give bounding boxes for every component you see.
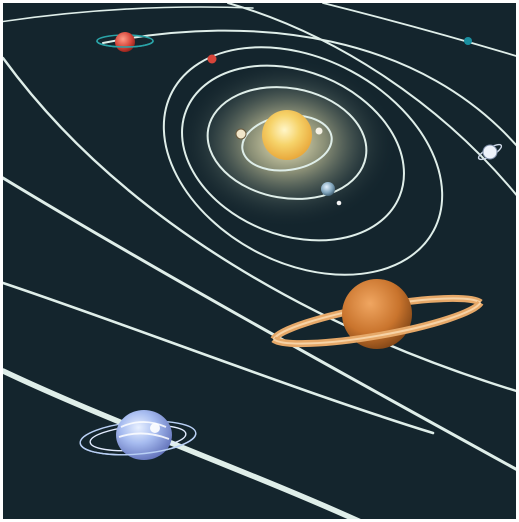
planet-saturn (270, 279, 484, 349)
planet-mercury (235, 128, 247, 140)
orbit-mars (162, 46, 444, 276)
orbit-outer-5 (3, 56, 516, 393)
orbit-outer-4 (322, 3, 516, 57)
orbit-outer-1 (3, 6, 254, 23)
orbit-outer-6 (3, 176, 516, 471)
planet-earth (321, 182, 335, 196)
planet-uranus (79, 410, 197, 460)
solar-system-illustration (3, 3, 516, 519)
planet-neptune (464, 37, 472, 45)
planet-small-red (207, 54, 217, 64)
planet-small-ringed-right (477, 143, 503, 161)
planet-mars-ringed (96, 32, 154, 52)
moon (336, 200, 342, 206)
orbit-outer-3 (227, 3, 516, 197)
orbit-outer-8 (3, 368, 361, 519)
orbit-earth (181, 64, 405, 242)
planet-venus (315, 127, 323, 135)
sun (262, 110, 312, 160)
orbit-outer-2 (102, 29, 516, 147)
orbit-outer-7 (3, 281, 435, 435)
orbit-venus (206, 86, 368, 200)
outer-orbits (3, 3, 516, 519)
